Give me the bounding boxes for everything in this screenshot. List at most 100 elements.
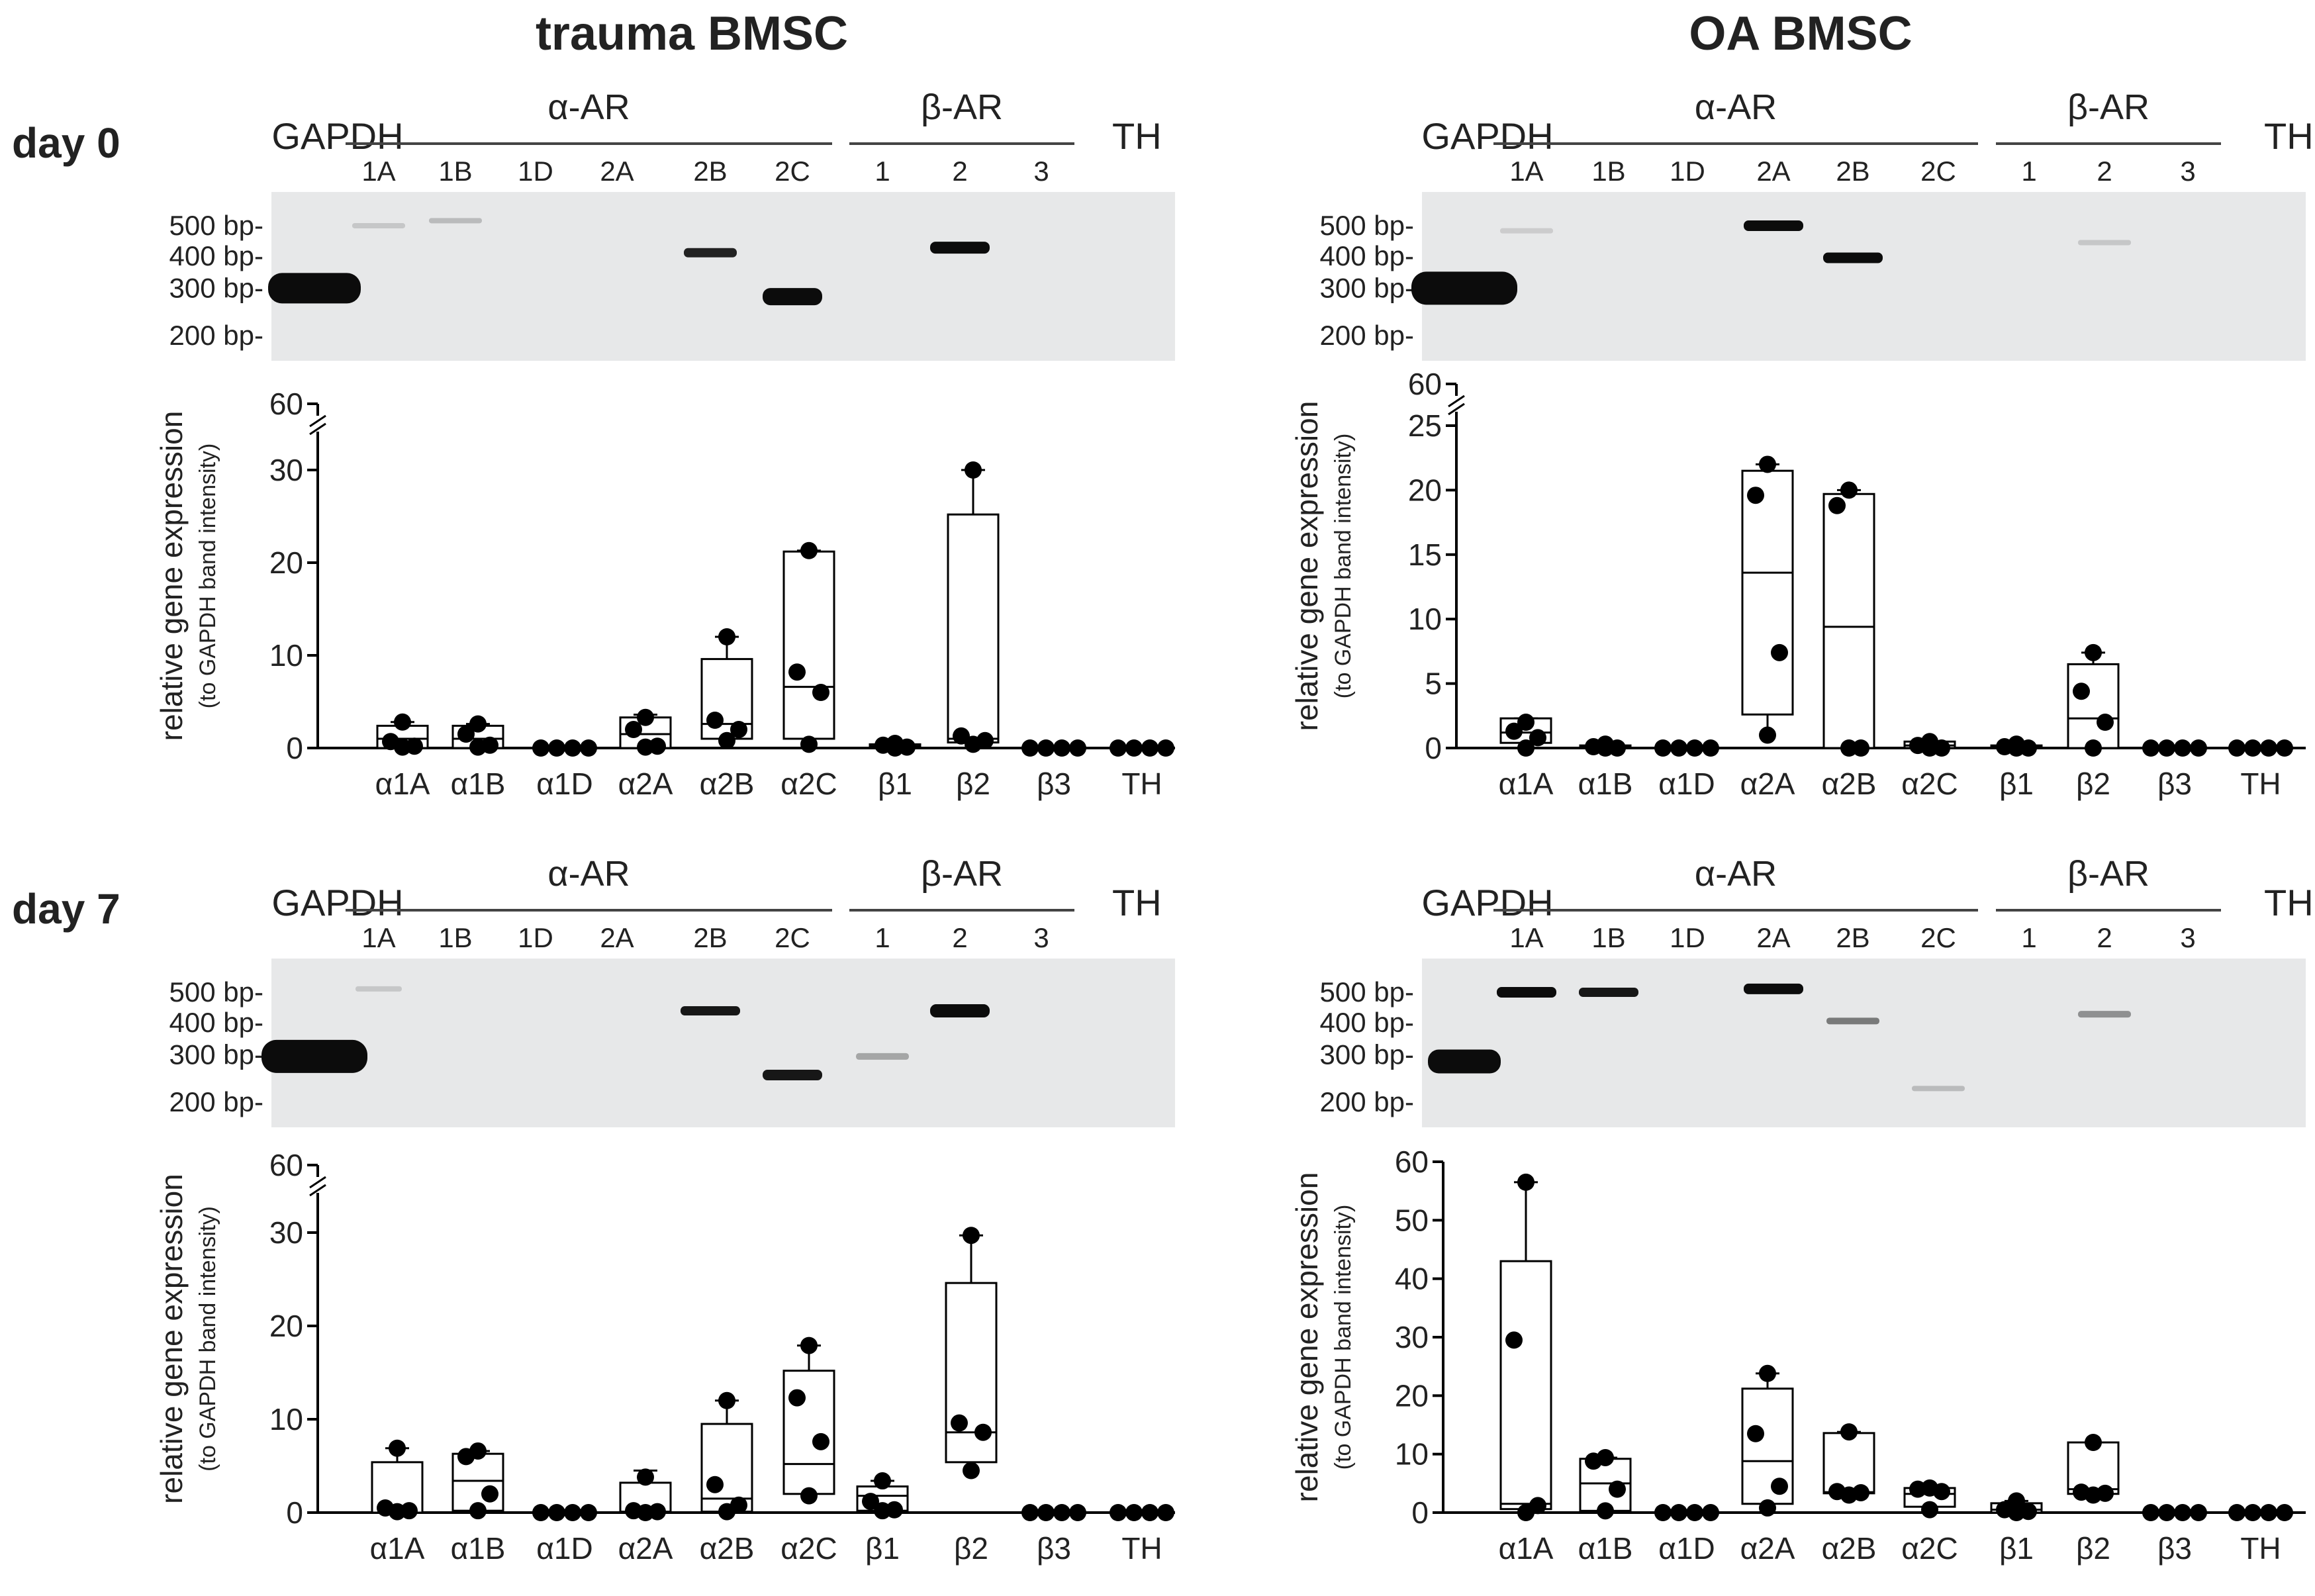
y-tick-label: 10 bbox=[269, 638, 303, 673]
gel-image bbox=[271, 959, 1175, 1127]
axis-break-mark bbox=[309, 422, 326, 436]
y-tick-label: 60 bbox=[1395, 1145, 1429, 1179]
data-point bbox=[2276, 739, 2293, 757]
x-category-label: α1B bbox=[451, 767, 506, 801]
th-label: TH bbox=[1112, 115, 1162, 157]
data-point bbox=[469, 715, 487, 733]
y-axis-sublabel: (to GAPDH band intensity) bbox=[195, 444, 220, 709]
data-point bbox=[965, 735, 982, 753]
lane-label: 1 bbox=[874, 156, 890, 187]
gel-band bbox=[856, 1053, 909, 1060]
data-point bbox=[812, 1432, 829, 1450]
data-point bbox=[1702, 1504, 1719, 1521]
y-axis-label: relative gene expression bbox=[154, 411, 189, 741]
data-point bbox=[2158, 739, 2175, 757]
axis-break-mark bbox=[309, 414, 326, 428]
gel-trauma-day7: GAPDH α-AR β-AR TH 1A 1B 1D 2A 2B 2C 1 2 3 500 bp-400… bbox=[169, 854, 1175, 1127]
data-point bbox=[389, 1439, 406, 1457]
lane-label: 2 bbox=[2097, 156, 2112, 187]
data-point bbox=[532, 1504, 549, 1521]
data-point bbox=[1933, 739, 1950, 757]
box bbox=[782, 1370, 835, 1495]
box bbox=[1499, 1260, 1552, 1511]
y-axis-label: relative gene expression bbox=[1290, 401, 1324, 731]
data-point bbox=[1759, 726, 1776, 744]
gel-band bbox=[429, 218, 482, 224]
lane-label: 1D bbox=[1670, 922, 1705, 953]
data-point bbox=[730, 721, 747, 738]
data-point bbox=[1505, 722, 1523, 740]
gel-band bbox=[763, 288, 822, 306]
th-label: TH bbox=[1112, 882, 1162, 923]
data-point bbox=[1828, 496, 1846, 514]
data-point bbox=[1840, 739, 1858, 757]
y-tick-label: 15 bbox=[1408, 538, 1442, 572]
lane-label: 1D bbox=[518, 922, 553, 953]
bp-marker-label: 500 bp- bbox=[169, 976, 263, 1008]
y-tick-label: 5 bbox=[1425, 667, 1442, 701]
data-point bbox=[1759, 1364, 1776, 1382]
th-label: TH bbox=[2264, 115, 2314, 157]
gel-band bbox=[268, 273, 361, 304]
y-axis-label: relative gene expression bbox=[1290, 1172, 1324, 1503]
gel-band bbox=[1428, 1049, 1501, 1074]
gel-band bbox=[1823, 252, 1883, 263]
lane-label: 3 bbox=[2180, 156, 2195, 187]
gel-band bbox=[1497, 987, 1556, 998]
data-point bbox=[1759, 455, 1776, 473]
alpha-ar-label: α-AR bbox=[547, 87, 630, 127]
lane-label: 2 bbox=[952, 156, 967, 187]
beta-ar-label: β-AR bbox=[921, 87, 1003, 127]
x-category-label: α2C bbox=[1901, 767, 1958, 801]
data-point bbox=[637, 1504, 654, 1521]
gel-image bbox=[1422, 192, 2306, 361]
lane-label: 3 bbox=[2180, 922, 2195, 953]
box bbox=[1741, 1387, 1794, 1505]
th-label: TH bbox=[2264, 882, 2314, 923]
axis-break-mark bbox=[1448, 395, 1465, 408]
lane-label: 2A bbox=[600, 156, 634, 187]
bp-marker-label: 400 bp- bbox=[169, 240, 263, 271]
data-point bbox=[1747, 487, 1764, 504]
alpha-ar-label: α-AR bbox=[547, 854, 630, 894]
axis-break-mark bbox=[309, 1176, 326, 1189]
x-category-label: α2B bbox=[1822, 767, 1877, 801]
data-point bbox=[706, 1476, 724, 1493]
x-category-label: α1D bbox=[1658, 1531, 1715, 1566]
gel-band bbox=[930, 1004, 990, 1018]
x-category-label: β3 bbox=[1037, 1531, 1071, 1566]
gapdh-label: GAPDH bbox=[1421, 882, 1553, 923]
data-point bbox=[1921, 739, 1938, 757]
lane-label: 2B bbox=[693, 156, 727, 187]
data-point bbox=[2158, 1504, 2175, 1521]
lane-label: 2B bbox=[1836, 922, 1869, 953]
data-point bbox=[1037, 1504, 1055, 1521]
y-tick-label: 10 bbox=[269, 1402, 303, 1436]
data-point bbox=[812, 684, 829, 701]
bp-marker-label: 500 bp- bbox=[1320, 976, 1414, 1008]
lane-label: 3 bbox=[1033, 156, 1049, 187]
box bbox=[947, 513, 1000, 744]
gapdh-label: GAPDH bbox=[271, 882, 403, 923]
gel-band bbox=[1912, 1086, 1965, 1092]
bp-marker-label: 200 bp- bbox=[1320, 1086, 1414, 1117]
gel-band bbox=[355, 986, 402, 992]
gapdh-label: GAPDH bbox=[1421, 115, 1553, 157]
bp-marker-label: 500 bp- bbox=[169, 210, 263, 241]
data-point bbox=[2097, 714, 2114, 731]
lane-label: 1A bbox=[1509, 922, 1543, 953]
data-point bbox=[1110, 739, 1127, 757]
lane-label: 1D bbox=[518, 156, 553, 187]
data-point bbox=[1609, 1480, 1626, 1498]
data-point bbox=[1933, 1483, 1950, 1501]
gel-band bbox=[261, 1039, 367, 1073]
data-point bbox=[2190, 1504, 2207, 1521]
lane-label: 1D bbox=[1670, 156, 1705, 187]
axis-break-mark bbox=[1448, 402, 1465, 416]
y-tick-label: 0 bbox=[1425, 731, 1442, 765]
bp-marker-label: 200 bp- bbox=[1320, 320, 1414, 351]
x-category-label: α1A bbox=[1499, 767, 1554, 801]
lane-label: 1 bbox=[874, 922, 890, 953]
y-tick-label: 25 bbox=[1408, 408, 1442, 443]
data-point bbox=[1053, 739, 1070, 757]
